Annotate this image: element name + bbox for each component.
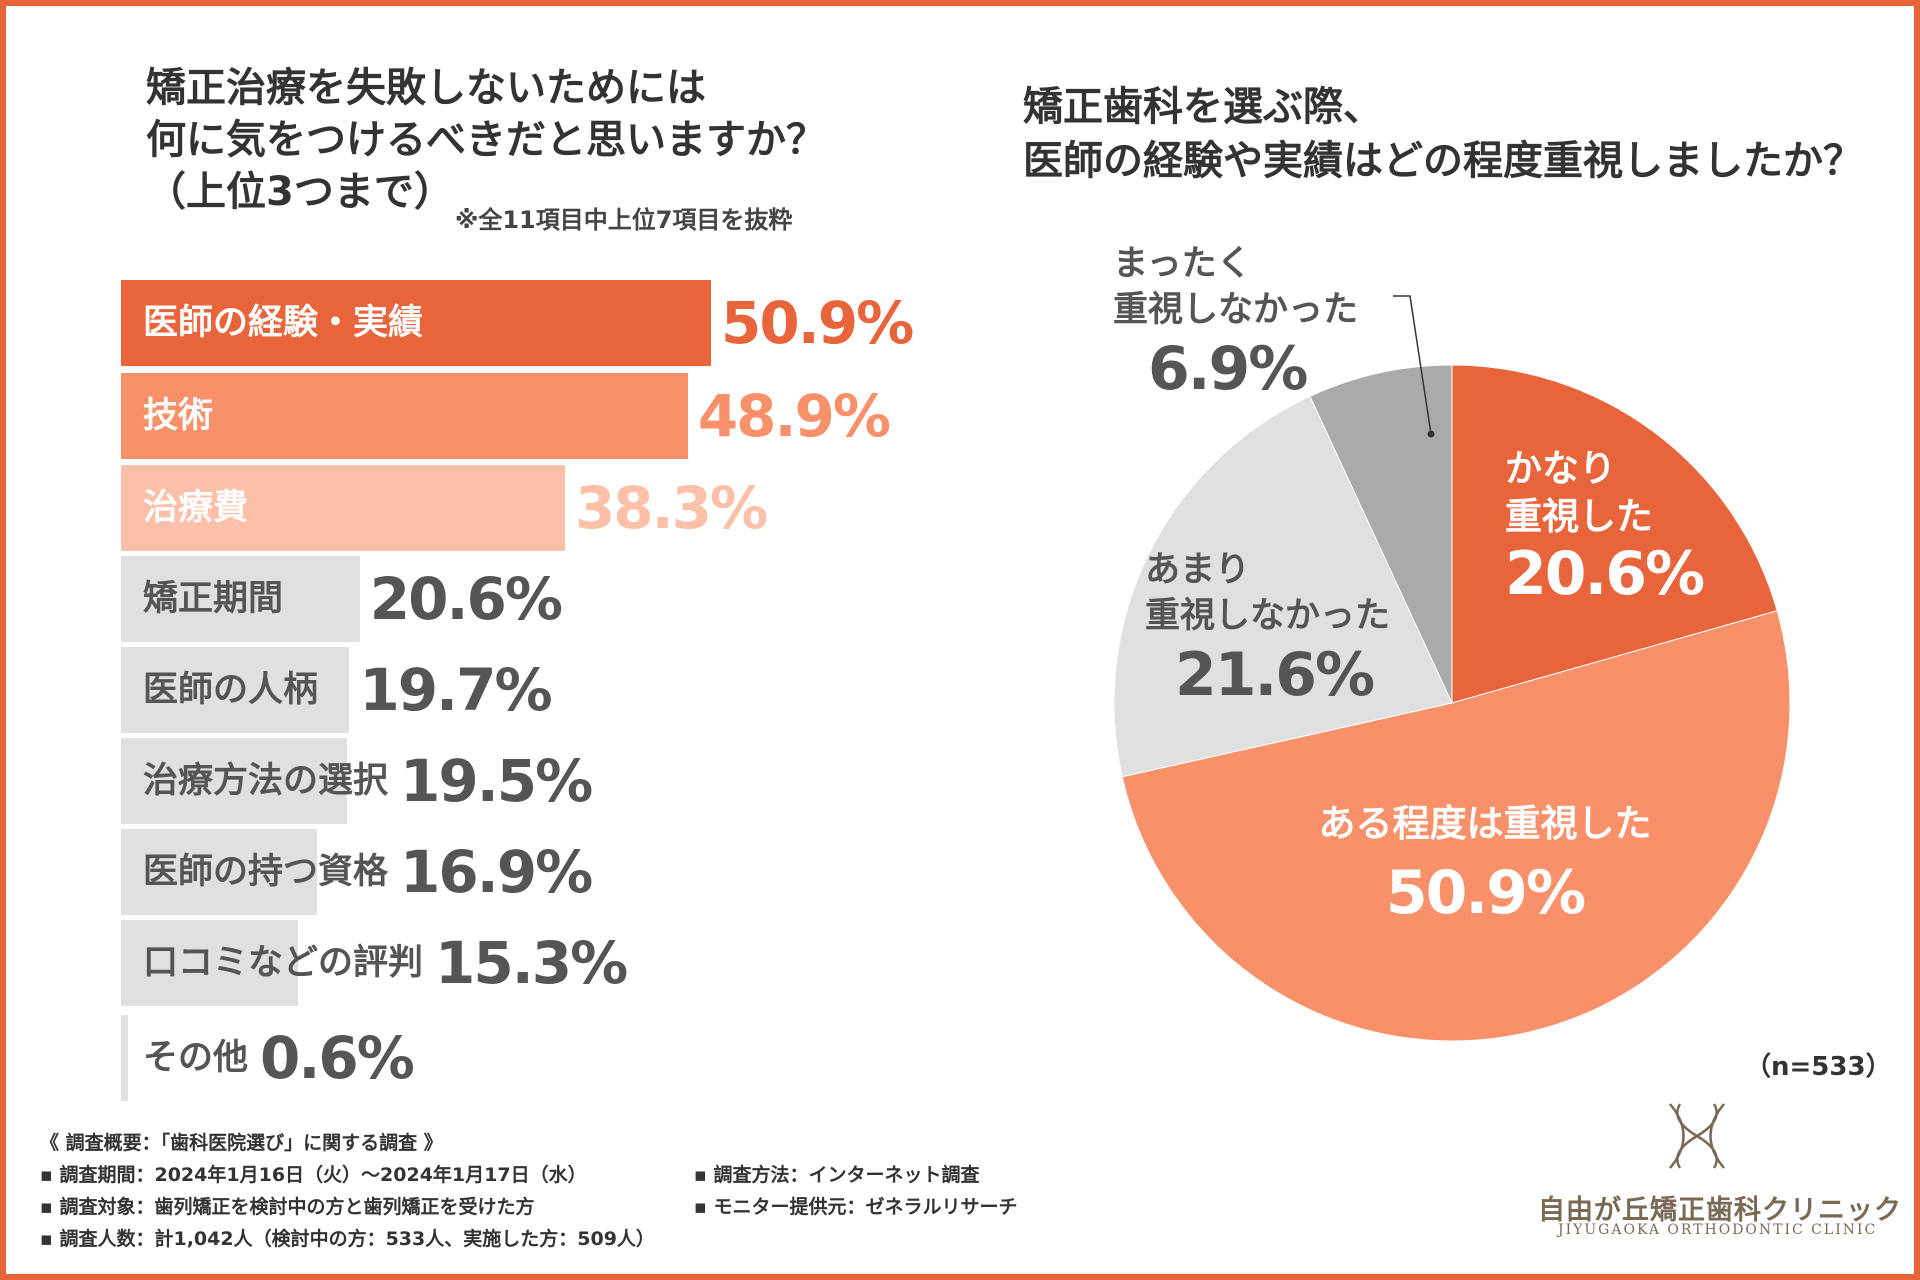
survey-target: ▪ 調査対象：歯列矯正を検討中の方と歯列矯正を受けた方 [40,1196,535,1218]
pie-value-amari: 21.6% [1175,640,1375,710]
pie-label-aruteido: ある程度は重視した 50.9% [1305,800,1665,938]
bar-value-4: 19.7% [359,656,552,724]
bar-label-0: 医師の経験・実績 [143,303,424,343]
bar-label-8: その他 [143,1038,249,1078]
clinic-logo-name: 自由が丘矯正歯科クリニック [1538,1195,1902,1226]
pie-slice-kanari [1451,364,1778,704]
left-chart-note: ※全11項目中上位7項目を抜粋 [455,206,793,234]
pie-label-mattaku-line2: 重視しなかった [1113,289,1359,330]
bar-value-5: 19.5% [400,747,593,815]
bar-value-0: 50.9% [721,289,914,357]
left-title-line-3: （上位3つまで） [146,169,454,215]
pie-label-kanari-line2: 重視した [1505,495,1653,539]
pie-leader-line [1393,295,1432,435]
bar-6 [121,829,317,915]
pie-value-kanari: 20.6% [1505,539,1705,610]
bar-value-3: 20.6% [369,565,563,633]
bar-5 [121,738,348,824]
pie-label-amari: あまり 重視しなかった 21.6% [1145,548,1390,711]
bar-value-7: 15.3% [435,929,628,997]
pie-label-amari-line2: 重視しなかった [1145,595,1391,636]
bar-label-4: 医師の人柄 [143,670,319,710]
pie-label-mattaku: まったく 重視しなかった 6.9% [1113,242,1358,405]
clinic-logo-subtitle: JIYUGAOKA ORTHODONTIC CLINIC [1558,1222,1878,1238]
right-title-line-2: 医師の経験や実績はどの程度重視しましたか？ [1023,138,1863,184]
bar-label-7: 口コミなどの評判 [143,943,424,983]
survey-method: ▪ 調査方法：インターネット調査 [694,1164,980,1186]
survey-count: ▪ 調査人数：計1,042人（検討中の方：533人、実施した方：509人） [40,1228,655,1250]
pie-value-mattaku: 6.9% [1148,334,1308,404]
sample-size-label: （n=533） [1745,1052,1892,1082]
bar-label-3: 矯正期間 [143,579,284,619]
pie-leader-dot [1427,430,1435,438]
right-title-line-1: 矯正歯科を選ぶ際、 [1023,84,1383,130]
bar-label-2: 治療費 [143,488,249,528]
right-chart-title: 矯正歯科を選ぶ際、 医師の経験や実績はどの程度重視しましたか？ [1023,80,1863,188]
pie-slice-amari [1113,395,1453,778]
bar-8 [121,1015,128,1101]
bar-label-6: 医師の持つ資格 [143,852,389,892]
pie-label-aruteido-line1: ある程度は重視した [1318,802,1652,845]
bar-1 [121,373,688,459]
left-chart-title: 矯正治療を失敗しないためには 何に気をつけるべきだと思いますか？ （上位3つまで… [146,62,826,218]
bar-2 [121,465,565,551]
bar-4 [121,647,350,733]
bar-value-1: 48.9% [697,382,891,450]
survey-provider: ▪ モニター提供元：ゼネラルリサーチ [694,1196,1018,1218]
clinic-logo-icon [1669,1103,1725,1169]
bar-label-1: 技術 [143,396,214,436]
survey-period: ▪ 調査期間：2024年1月16日（火）〜2024年1月17日（水） [40,1164,587,1186]
bar-7 [121,920,299,1006]
bar-value-6: 16.9% [400,838,593,906]
pie-slice-mattaku [1309,364,1453,704]
pie-label-kanari-line1: かなり [1505,447,1616,490]
bar-3 [121,556,360,642]
bar-value-8: 0.6% [260,1024,415,1092]
left-title-line-2: 何に気をつけるべきだと思いますか？ [146,117,826,163]
pie-value-aruteido: 50.9% [1385,858,1586,929]
pie-label-amari-line1: あまり [1145,550,1251,590]
pie-slice-aruteido [1121,610,1791,1042]
survey-heading: 《 調査概要：「歯科医院選び」に関する調査 》 [40,1132,443,1154]
bar-label-5: 治療方法の選択 [143,761,389,801]
bar-0 [121,280,711,366]
pie-label-kanari: かなり 重視した 20.6% [1505,445,1705,610]
bar-value-2: 38.3% [574,474,768,542]
left-title-line-1: 矯正治療を失敗しないためには [146,65,706,111]
pie-label-mattaku-line1: まったく [1113,244,1252,284]
